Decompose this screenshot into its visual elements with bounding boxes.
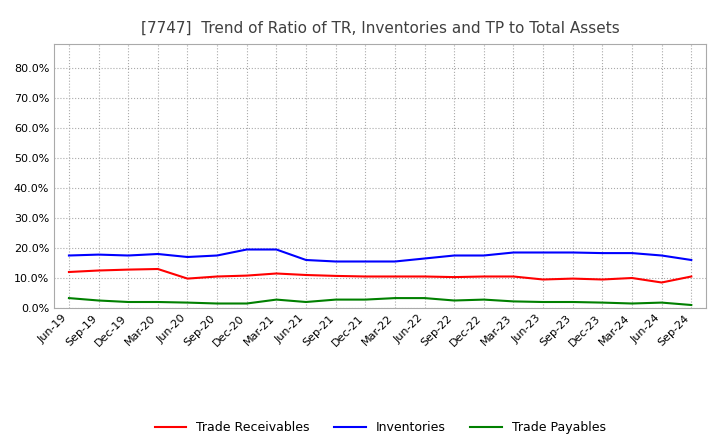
Inventories <box>272 247 281 252</box>
Trade Payables <box>480 297 488 302</box>
Trade Payables <box>213 301 222 306</box>
Trade Payables <box>243 301 251 306</box>
Inventories <box>153 251 162 257</box>
Inventories <box>124 253 132 258</box>
Trade Payables <box>183 300 192 305</box>
Inventories <box>361 259 369 264</box>
Trade Payables <box>272 297 281 302</box>
Trade Receivables <box>331 273 340 279</box>
Trade Payables <box>509 299 518 304</box>
Trade Payables <box>539 299 547 304</box>
Trade Receivables <box>687 274 696 279</box>
Inventories <box>509 250 518 255</box>
Trade Payables <box>391 296 400 301</box>
Inventories <box>183 254 192 260</box>
Inventories <box>302 257 310 263</box>
Trade Receivables <box>420 274 429 279</box>
Legend: Trade Receivables, Inventories, Trade Payables: Trade Receivables, Inventories, Trade Pa… <box>150 416 611 439</box>
Trade Payables <box>65 296 73 301</box>
Inventories <box>243 247 251 252</box>
Trade Payables <box>153 299 162 304</box>
Trade Payables <box>450 298 459 303</box>
Trade Receivables <box>568 276 577 281</box>
Trade Receivables <box>509 274 518 279</box>
Inventories <box>94 252 103 257</box>
Inventories <box>539 250 547 255</box>
Trade Receivables <box>183 276 192 281</box>
Trade Payables <box>124 299 132 304</box>
Inventories <box>65 253 73 258</box>
Trade Payables <box>657 300 666 305</box>
Trade Receivables <box>272 271 281 276</box>
Trade Payables <box>331 297 340 302</box>
Trade Payables <box>568 299 577 304</box>
Trade Receivables <box>124 267 132 272</box>
Inventories <box>657 253 666 258</box>
Line: Trade Payables: Trade Payables <box>69 298 691 305</box>
Trade Receivables <box>243 273 251 278</box>
Trade Receivables <box>657 280 666 285</box>
Trade Payables <box>361 297 369 302</box>
Trade Receivables <box>628 275 636 281</box>
Inventories <box>450 253 459 258</box>
Inventories <box>420 256 429 261</box>
Trade Receivables <box>539 277 547 282</box>
Inventories <box>598 250 607 256</box>
Trade Receivables <box>391 274 400 279</box>
Inventories <box>687 257 696 263</box>
Trade Receivables <box>480 274 488 279</box>
Trade Receivables <box>450 275 459 280</box>
Trade Payables <box>598 300 607 305</box>
Inventories <box>628 250 636 256</box>
Trade Payables <box>687 302 696 308</box>
Inventories <box>391 259 400 264</box>
Inventories <box>213 253 222 258</box>
Trade Receivables <box>213 274 222 279</box>
Trade Receivables <box>94 268 103 273</box>
Title: [7747]  Trend of Ratio of TR, Inventories and TP to Total Assets: [7747] Trend of Ratio of TR, Inventories… <box>140 21 619 36</box>
Trade Payables <box>302 299 310 304</box>
Trade Receivables <box>65 269 73 275</box>
Line: Inventories: Inventories <box>69 249 691 261</box>
Trade Payables <box>420 296 429 301</box>
Inventories <box>568 250 577 255</box>
Trade Receivables <box>153 266 162 271</box>
Trade Receivables <box>302 272 310 278</box>
Inventories <box>480 253 488 258</box>
Inventories <box>331 259 340 264</box>
Trade Payables <box>628 301 636 306</box>
Trade Receivables <box>361 274 369 279</box>
Trade Payables <box>94 298 103 303</box>
Line: Trade Receivables: Trade Receivables <box>69 269 691 282</box>
Trade Receivables <box>598 277 607 282</box>
